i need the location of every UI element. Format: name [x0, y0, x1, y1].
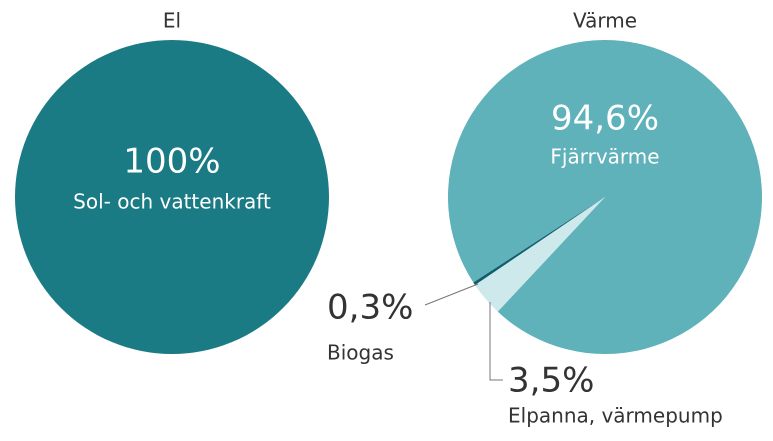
chart-title: Värme	[573, 9, 637, 33]
value-label: 3,5%	[508, 361, 594, 401]
pie-slice	[448, 40, 762, 355]
pie-slice	[15, 40, 329, 354]
leader-line	[424, 283, 479, 306]
pie-slice	[474, 197, 605, 312]
pie-slice	[473, 197, 605, 286]
slice-label: Sol- och vattenkraft	[73, 190, 271, 214]
value-label: 0,3%	[327, 288, 413, 328]
chart-title: El	[163, 9, 181, 33]
slice-label: Elpanna, värmepump	[508, 404, 723, 428]
value-label: 94,6%	[551, 99, 659, 139]
slice-label: Biogas	[327, 341, 394, 365]
slice-label: Fjärrvärme	[550, 145, 659, 169]
value-label: 100%	[123, 142, 220, 182]
leader-line	[489, 302, 503, 381]
